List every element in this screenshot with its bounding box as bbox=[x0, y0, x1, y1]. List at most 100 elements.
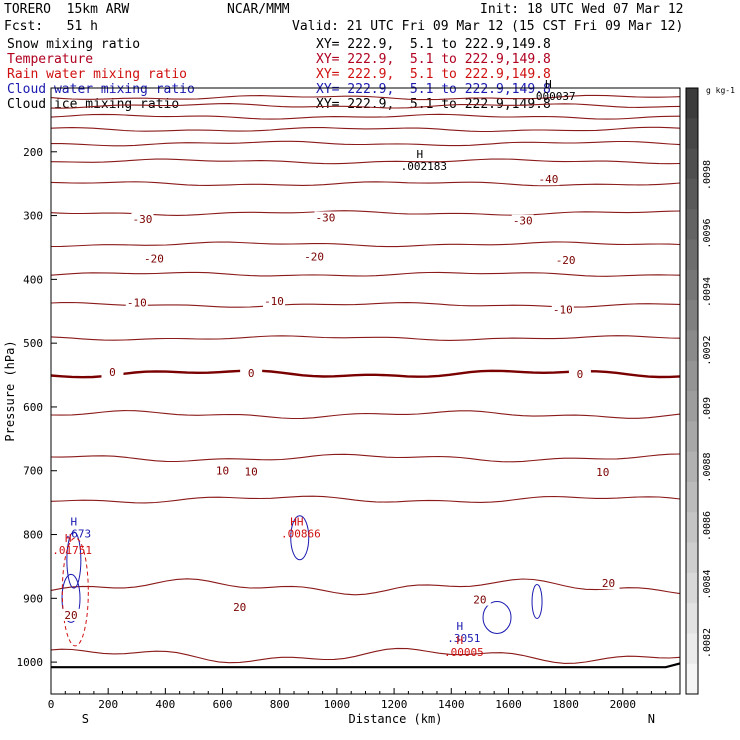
contour-label-bg bbox=[240, 465, 263, 478]
contour-label: 0 bbox=[577, 368, 584, 381]
colorbar-swatch bbox=[686, 300, 698, 331]
colorbar-tick-label: .0088 bbox=[702, 452, 713, 482]
isotherm-5 bbox=[50, 410, 681, 420]
extremum-h-marker: H bbox=[545, 78, 552, 91]
isotherm--5 bbox=[50, 335, 681, 341]
contour-label-bg bbox=[240, 367, 263, 380]
contour-label-bg bbox=[314, 211, 337, 224]
colorbar-tick-label: .0086 bbox=[702, 511, 713, 541]
colorbar-swatch bbox=[686, 572, 698, 604]
isotherm--40 bbox=[51, 140, 681, 147]
contour-label: -20 bbox=[556, 254, 576, 267]
x-tick-label: 200 bbox=[98, 698, 118, 711]
x-tick-label: 1000 bbox=[324, 698, 351, 711]
isotherm-20 bbox=[50, 578, 681, 596]
contour-label-bg bbox=[511, 214, 534, 227]
isotherm-25 bbox=[50, 647, 681, 664]
colorbar-tick-label: .0082 bbox=[702, 628, 713, 658]
contour-label-bg bbox=[125, 296, 148, 309]
colorbar-swatch bbox=[686, 481, 698, 513]
colorbar-swatch bbox=[686, 269, 698, 301]
valid-time: Valid: 21 UTC Fri 09 Mar 12 (15 CST Fri … bbox=[292, 19, 684, 34]
x-tick-label: 1800 bbox=[552, 698, 579, 711]
contour-label-bg bbox=[228, 601, 251, 614]
legend-rain-name: Rain water mixing ratio bbox=[7, 67, 188, 82]
y-tick-label: 400 bbox=[23, 273, 43, 286]
y-tick-label: 300 bbox=[23, 210, 43, 223]
x-tick-label: 2000 bbox=[610, 698, 637, 711]
extremum-value: .00005 bbox=[444, 646, 484, 659]
contour-label: 20 bbox=[473, 594, 486, 607]
x-tick-label: 400 bbox=[155, 698, 175, 711]
isotherm-10 bbox=[50, 453, 681, 463]
extremum-value: .673 bbox=[65, 528, 92, 541]
surface-terrain bbox=[51, 662, 681, 669]
contour-label-bg bbox=[60, 608, 83, 621]
y-tick-label: 600 bbox=[23, 401, 43, 414]
contour-label-bg bbox=[101, 365, 124, 378]
colorbar-swatch bbox=[686, 421, 698, 453]
colorbar-swatch bbox=[686, 330, 698, 362]
contour-labels: -40 -30 -30 -30 -20 -20 -20 -10 -10 -10 0 0 0 10 10 10 2… bbox=[52, 78, 620, 659]
cloud-water-contour bbox=[290, 515, 310, 561]
contour-label: 0 bbox=[248, 367, 255, 380]
colorbar-frame bbox=[685, 87, 699, 695]
forecast-hour: Fcst: 51 h bbox=[4, 19, 98, 34]
extremum-value: .002183 bbox=[401, 160, 447, 173]
y-tick-label: 500 bbox=[23, 337, 43, 350]
x-tick-label: 1200 bbox=[381, 698, 408, 711]
init-time: Init: 18 UTC Wed 07 Mar 12 bbox=[480, 2, 684, 17]
extremum-h-marker: H bbox=[417, 148, 424, 161]
contour-label-bg bbox=[551, 303, 574, 316]
legend-temperature-xy: XY= 222.9, 5.1 to 222.9,149.8 bbox=[316, 52, 551, 67]
isotherm--25 bbox=[50, 210, 681, 216]
contour-label: -30 bbox=[133, 213, 153, 226]
axes: 0 200 400 600 800 1000 1200 1400 1600 1800 2000200… bbox=[3, 87, 681, 726]
y-tick-label: 700 bbox=[23, 465, 43, 478]
colorbar: g kg-1 .0098 .0096 .0094 .0092 .009 .0088 .0086… bbox=[685, 86, 735, 695]
extremum-value: .000037 bbox=[529, 90, 575, 103]
y-tick-label: 1000 bbox=[17, 656, 44, 669]
colorbar-tick-label: .0092 bbox=[702, 335, 713, 365]
colorbar-swatch bbox=[686, 239, 698, 271]
isotherm--55 bbox=[50, 103, 681, 109]
colorbar-swatch bbox=[686, 633, 698, 665]
x-axis-label: Distance (km) bbox=[349, 712, 443, 726]
colorbar-swatch bbox=[686, 512, 698, 543]
legend-temperature-name: Temperature bbox=[7, 52, 94, 67]
contour-label-bg bbox=[263, 295, 286, 308]
isotherm--45 bbox=[50, 126, 681, 133]
x-tick-label: 0 bbox=[48, 698, 55, 711]
legend-snow-xy: XY= 222.9, 5.1 to 222.9,149.8 bbox=[316, 37, 551, 52]
colorbar-swatch bbox=[686, 118, 698, 150]
extremum-h-marker: H bbox=[457, 620, 464, 633]
model-title: TORERO 15km ARW bbox=[4, 2, 130, 17]
colorbar-swatch bbox=[686, 603, 698, 634]
legend-cloud-ice-name: Cloud ice mixing ratio bbox=[7, 97, 180, 112]
contour-label: -20 bbox=[304, 250, 324, 263]
contour-label: -10 bbox=[264, 295, 284, 308]
contour-label: -20 bbox=[144, 252, 164, 265]
contour-label-bg bbox=[537, 173, 560, 186]
contour-label-bg bbox=[597, 577, 620, 590]
contour-label: 10 bbox=[596, 466, 609, 479]
contour-label: -40 bbox=[539, 173, 559, 186]
extremum-value: .01751 bbox=[52, 544, 92, 557]
isotherm--60 bbox=[50, 94, 681, 101]
extremum-value: .00866 bbox=[281, 528, 321, 541]
hydrometeor-contours bbox=[61, 515, 543, 647]
contour-label: 0 bbox=[109, 366, 116, 379]
institution-label: NCAR/MMM bbox=[227, 2, 290, 17]
legend-cloud-water-xy: XY= 222.9, 5.1 to 222.9,149.8 bbox=[316, 82, 551, 97]
extremum-h-marker: H bbox=[71, 516, 78, 529]
y-tick-label: 200 bbox=[23, 146, 43, 159]
isotherm--50 bbox=[50, 113, 681, 120]
colorbar-swatch bbox=[686, 451, 698, 483]
colorbar-swatch bbox=[686, 209, 698, 240]
colorbar-tick-label: .0098 bbox=[702, 160, 713, 190]
contour-label-bg bbox=[131, 212, 154, 225]
x-tick-label: 600 bbox=[213, 698, 233, 711]
cloud-water-contour bbox=[66, 531, 82, 589]
contour-label: -10 bbox=[127, 296, 147, 309]
colorbar-swatch bbox=[686, 148, 698, 180]
